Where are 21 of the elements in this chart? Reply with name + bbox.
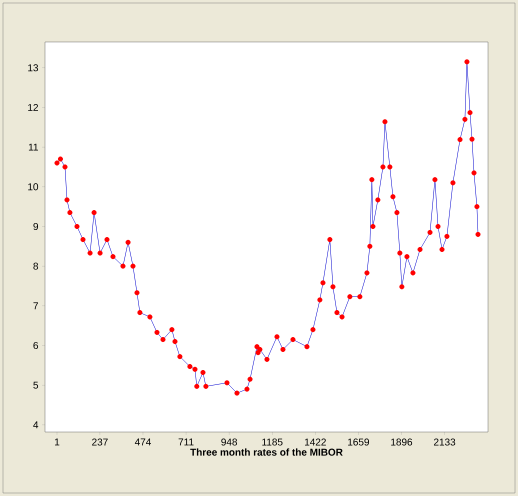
y-tick-label: 4	[33, 421, 38, 428]
x-tick-label: 1185	[262, 438, 283, 446]
y-tick-label: 6	[33, 342, 38, 350]
x-tick-label: 1	[54, 438, 60, 446]
y-tick-label: 12	[28, 104, 38, 111]
y-tick-label: 10	[28, 183, 38, 190]
x-tick-label: 474	[134, 438, 151, 446]
x-tick-label: 948	[221, 438, 238, 446]
y-tick-label: 7	[33, 302, 38, 310]
y-tick-label: 5	[33, 382, 38, 389]
x-tick-label: 1896	[391, 438, 412, 446]
x-tick-label: 711	[178, 438, 194, 446]
y-tick-label: 8	[33, 262, 38, 270]
x-tick-label: 1659	[348, 438, 370, 446]
y-tick-label: 11	[28, 144, 38, 151]
x-tick-label: 2133	[434, 438, 456, 446]
x-tick-label: 237	[92, 438, 108, 446]
y-tick-label: 13	[28, 64, 38, 72]
x-axis-title: Three month rates of the MIBOR	[190, 448, 343, 456]
x-tick-label: 1422	[304, 438, 326, 446]
y-tick-label: 9	[33, 222, 38, 230]
